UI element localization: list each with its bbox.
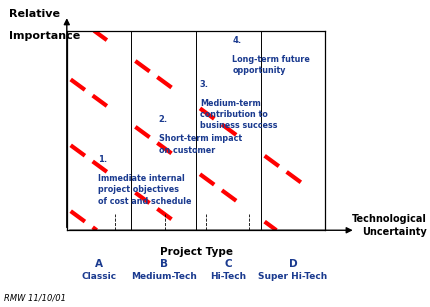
Text: Hi-Tech: Hi-Tech [210,272,246,281]
Text: Long-term future
opportunity: Long-term future opportunity [232,55,310,75]
Text: 4.: 4. [232,36,241,45]
Text: 1.: 1. [98,155,107,165]
Text: 3.: 3. [200,80,209,88]
Text: Short-term impact
on customer: Short-term impact on customer [158,134,241,154]
Text: Immediate internal
project objectives
of cost and schedule: Immediate internal project objectives of… [98,174,191,206]
Text: B: B [160,259,167,270]
Text: Super Hi-Tech: Super Hi-Tech [258,272,327,281]
Text: Technological
Uncertainty: Technological Uncertainty [351,215,426,237]
Text: A: A [95,259,103,270]
Text: RMW 11/10/01: RMW 11/10/01 [4,293,66,302]
Text: Importance: Importance [9,31,80,41]
Text: Project Type: Project Type [159,247,232,257]
Text: Relative: Relative [9,9,59,19]
Text: Classic: Classic [81,272,117,281]
Text: Medium-Tech: Medium-Tech [131,272,196,281]
Text: Medium-term
contribution to
business success: Medium-term contribution to business suc… [200,99,277,130]
Text: 2.: 2. [158,115,167,125]
Text: D: D [288,259,297,270]
Text: C: C [224,259,232,270]
